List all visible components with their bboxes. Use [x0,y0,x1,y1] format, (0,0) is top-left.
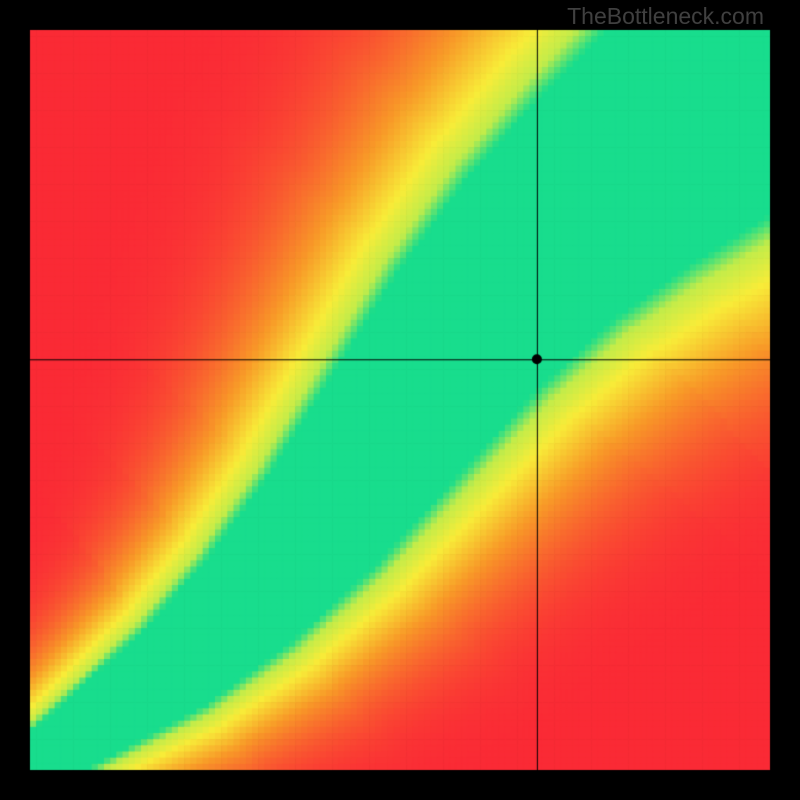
bottleneck-heatmap-canvas [0,0,800,800]
chart-frame: TheBottleneck.com [0,0,800,800]
watermark-text: TheBottleneck.com [567,3,764,30]
